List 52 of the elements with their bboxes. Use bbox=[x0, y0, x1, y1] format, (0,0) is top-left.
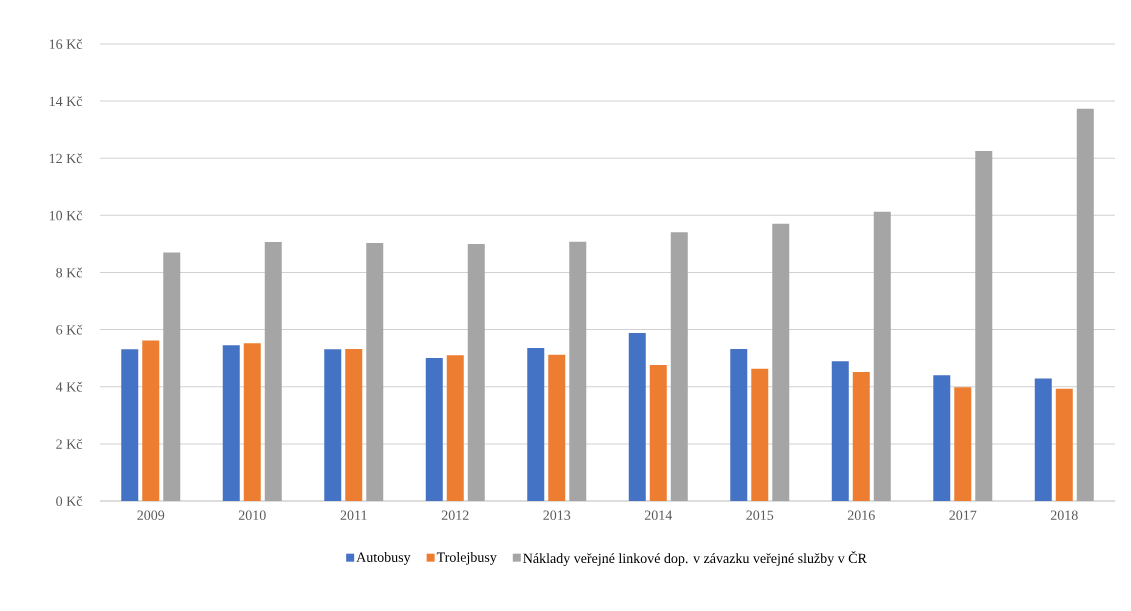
x-tick-label: 2009 bbox=[137, 510, 165, 520]
bar bbox=[264, 241, 282, 501]
bar bbox=[852, 371, 870, 501]
y-tick-label: 16 Kč bbox=[49, 39, 83, 49]
bar bbox=[954, 387, 972, 501]
bar bbox=[121, 349, 139, 501]
x-tick-label: 2013 bbox=[543, 510, 571, 520]
bar bbox=[751, 368, 769, 501]
bar bbox=[163, 252, 181, 501]
bar bbox=[467, 243, 485, 501]
x-tick-label: 2011 bbox=[340, 510, 367, 520]
bar bbox=[670, 232, 688, 501]
bar bbox=[527, 347, 545, 501]
y-tick-label: 8 Kč bbox=[56, 267, 83, 278]
y-tick-label: 2 Kč bbox=[56, 438, 83, 449]
x-tick-label: 2014 bbox=[644, 510, 673, 520]
bar bbox=[324, 349, 342, 501]
bar bbox=[243, 343, 261, 501]
bar bbox=[569, 241, 587, 501]
x-tick-label: 2016 bbox=[847, 510, 875, 520]
bar bbox=[446, 355, 464, 501]
y-tick-label: 4 Kč bbox=[55, 381, 83, 392]
bar bbox=[831, 361, 849, 501]
bar bbox=[1055, 388, 1073, 501]
y-tick-label: 10 Kč bbox=[49, 210, 83, 221]
bar bbox=[975, 151, 993, 501]
bar bbox=[366, 243, 384, 501]
bar bbox=[730, 349, 748, 501]
x-tick-label: 2017 bbox=[949, 510, 977, 520]
bar bbox=[649, 365, 667, 501]
bar bbox=[772, 223, 790, 501]
bar bbox=[548, 354, 566, 501]
bar bbox=[1034, 378, 1052, 501]
x-tick-label: 2010 bbox=[238, 510, 266, 520]
y-tick-label: 12 Kč bbox=[49, 153, 83, 164]
y-tick-label: 0 Kč bbox=[56, 496, 83, 506]
bar bbox=[933, 375, 951, 501]
bar bbox=[628, 333, 646, 501]
legend-label: Autobusy bbox=[356, 552, 411, 565]
bar bbox=[345, 349, 363, 501]
legend-label: Náklady veřejné linkové dop. v závazku veřejné služby v ČR bbox=[523, 550, 867, 566]
legend-label: Trolejbusy bbox=[436, 552, 497, 565]
bar bbox=[1076, 108, 1094, 501]
x-tick-label: 2015 bbox=[746, 510, 774, 520]
bar bbox=[222, 345, 240, 501]
x-tick-label: 2012 bbox=[441, 510, 469, 520]
bar bbox=[142, 340, 160, 501]
bar bbox=[873, 211, 891, 501]
y-tick-label: 14 Kč bbox=[49, 96, 83, 107]
y-tick-label: 6 Kč bbox=[56, 324, 83, 335]
x-tick-label: 2018 bbox=[1050, 510, 1078, 520]
bar bbox=[425, 357, 443, 501]
